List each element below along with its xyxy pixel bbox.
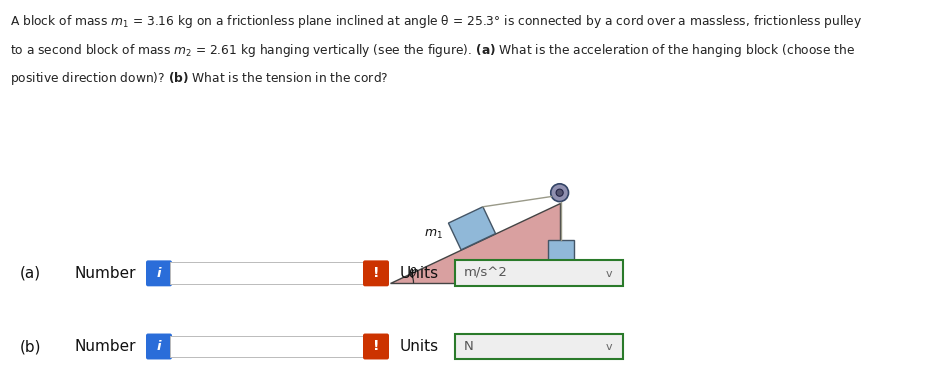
Text: i: i [157,267,161,280]
Text: m/s^2: m/s^2 [464,267,507,280]
Text: !: ! [373,340,379,353]
Text: v: v [605,343,612,353]
Text: $m_1$: $m_1$ [425,228,443,241]
Text: Number: Number [75,339,136,354]
Text: A block of mass $m_1$ = 3.16 kg on a frictionless plane inclined at angle θ = 25: A block of mass $m_1$ = 3.16 kg on a fri… [10,13,862,30]
Text: !: ! [373,266,379,280]
FancyBboxPatch shape [455,333,623,360]
FancyBboxPatch shape [363,260,389,286]
FancyBboxPatch shape [170,262,365,285]
Text: $m_2$: $m_2$ [552,270,570,283]
Text: (a): (a) [20,266,41,281]
FancyBboxPatch shape [146,260,172,286]
Text: i: i [157,340,161,353]
FancyBboxPatch shape [455,260,623,286]
Text: Units: Units [400,339,439,354]
FancyBboxPatch shape [170,335,365,358]
Polygon shape [448,207,496,250]
FancyBboxPatch shape [146,333,172,360]
Text: θ: θ [408,267,416,280]
Text: positive direction down)? $\mathbf{(b)}$ What is the tension in the cord?: positive direction down)? $\mathbf{(b)}$… [10,70,388,87]
Text: to a second block of mass $m_2$ = 2.61 kg hanging vertically (see the figure). $: to a second block of mass $m_2$ = 2.61 k… [10,42,855,59]
Polygon shape [390,203,560,283]
Text: v: v [605,270,612,280]
Text: (b): (b) [20,339,42,354]
FancyBboxPatch shape [363,333,389,360]
Bar [548,240,574,263]
Text: Number: Number [75,266,136,281]
Text: N: N [464,340,474,353]
Text: Units: Units [400,266,439,281]
Circle shape [556,189,564,196]
Circle shape [551,184,568,202]
